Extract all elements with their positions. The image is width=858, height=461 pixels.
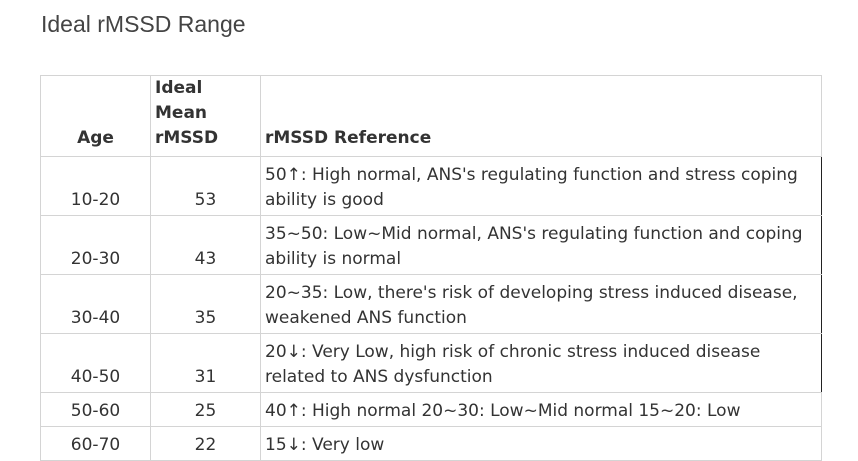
age-cell: 20-30 xyxy=(40,215,151,275)
reference-cell: 20~35: Low, there's risk of developing s… xyxy=(260,274,822,334)
reference-cell: 50↑: High normal, ANS's regulating funct… xyxy=(260,156,822,216)
table-row: 50-60 25 40↑: High normal 20~30: Low~Mid… xyxy=(40,392,822,427)
ideal-mean-cell: 22 xyxy=(150,426,261,461)
table-row: 10-20 53 50↑: High normal, ANS's regulat… xyxy=(40,156,822,216)
table-row: 40-50 31 20↓: Very Low, high risk of chr… xyxy=(40,333,822,393)
table-row: 60-70 22 15↓: Very low xyxy=(40,426,822,461)
table-row: 20-30 43 35~50: Low~Mid normal, ANS's re… xyxy=(40,215,822,275)
column-header-rmssd-reference: rMSSD Reference xyxy=(260,75,822,157)
age-cell: 60-70 xyxy=(40,426,151,461)
age-cell: 10-20 xyxy=(40,156,151,216)
age-cell: 30-40 xyxy=(40,274,151,334)
ideal-mean-cell: 53 xyxy=(150,156,261,216)
ideal-mean-cell: 35 xyxy=(150,274,261,334)
reference-cell: 35~50: Low~Mid normal, ANS's regulating … xyxy=(260,215,822,275)
ideal-mean-cell: 31 xyxy=(150,333,261,393)
age-cell: 40-50 xyxy=(40,333,151,393)
ideal-mean-cell: 25 xyxy=(150,392,261,427)
rmssd-range-table: Age Ideal Mean rMSSD rMSSD Reference 10-… xyxy=(40,75,822,461)
ideal-mean-cell: 43 xyxy=(150,215,261,275)
reference-cell: 20↓: Very Low, high risk of chronic stre… xyxy=(260,333,822,393)
table-header-row: Age Ideal Mean rMSSD rMSSD Reference xyxy=(40,75,822,157)
age-cell: 50-60 xyxy=(40,392,151,427)
page-title: Ideal rMSSD Range xyxy=(41,11,246,37)
column-header-ideal-mean-rmssd: Ideal Mean rMSSD xyxy=(150,75,261,157)
column-header-age: Age xyxy=(40,75,151,157)
table-row: 30-40 35 20~35: Low, there's risk of dev… xyxy=(40,274,822,334)
reference-cell: 15↓: Very low xyxy=(260,426,822,461)
reference-cell: 40↑: High normal 20~30: Low~Mid normal 1… xyxy=(260,392,822,427)
